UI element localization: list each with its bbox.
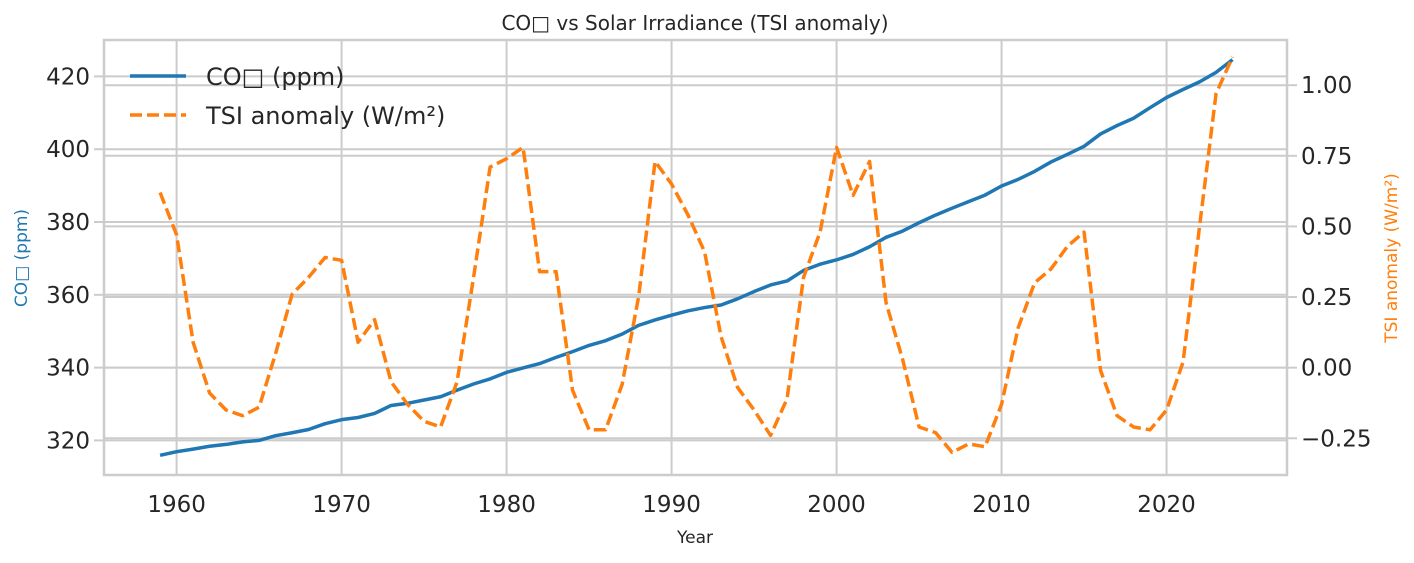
axes-layer (102, 38, 1289, 477)
y-left-tick-label: 400 (46, 137, 90, 163)
plot-frame (102, 38, 1289, 477)
y-left-tick-label: 360 (46, 283, 90, 309)
x-tick-label: 1960 (147, 492, 206, 518)
x-axis-label: Year (676, 528, 713, 548)
y-axis-label-left: CO□ (ppm) (12, 209, 32, 307)
y-axis-label-right: TSI anomaly (W/m²) (1382, 173, 1402, 344)
x-tick-label: 2020 (1137, 492, 1196, 518)
x-tick-label: 1980 (477, 492, 536, 518)
lines-layer (158, 56, 1235, 458)
legend-label-tsi: TSI anomaly (W/m²) (205, 102, 445, 130)
x-tick-label: 1990 (642, 492, 701, 518)
y-left-tick-label: 380 (46, 210, 90, 236)
legend: CO□ (ppm) TSI anomaly (W/m²) (130, 63, 445, 130)
y-right-tick-label: 1.00 (1301, 73, 1352, 99)
y-left-tick-label: 320 (46, 428, 90, 454)
tsi-series-line (158, 56, 1235, 455)
ticks-layer: 1960 1970 1980 1990 2000 2010 2020 320 340 360 380… (46, 64, 1371, 518)
y-right-tick-label: 0.75 (1301, 144, 1352, 170)
x-tick-label: 2010 (972, 492, 1031, 518)
y-right-tick-label: 0.25 (1301, 285, 1352, 311)
chart-title: CO□ vs Solar Irradiance (TSI anomaly) (501, 11, 888, 35)
y-right-tick-label: 0.50 (1301, 214, 1352, 240)
y-right-tick-label: 0.00 (1301, 356, 1352, 382)
x-tick-label: 1970 (312, 492, 371, 518)
grid-layer (104, 40, 1287, 475)
legend-label-co2: CO□ (ppm) (206, 63, 345, 91)
y-right-tick-label: −0.25 (1301, 426, 1371, 452)
co2-series-line (159, 58, 1234, 458)
x-tick-label: 2000 (807, 492, 866, 518)
y-left-tick-label: 340 (46, 356, 90, 382)
y-left-tick-label: 420 (46, 64, 90, 90)
